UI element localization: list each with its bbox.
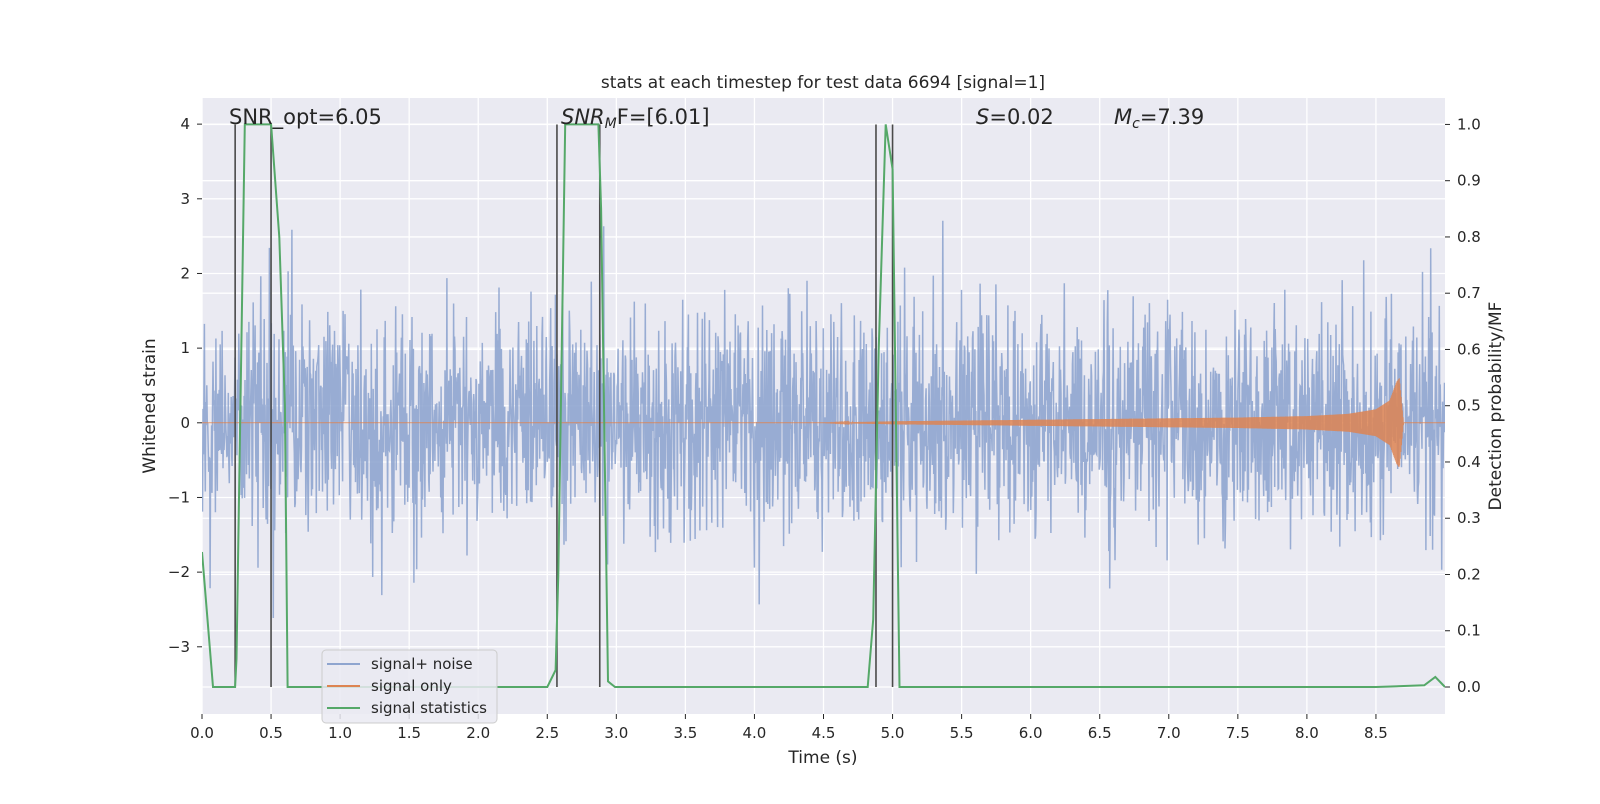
x-tick-label: 4.5 [812, 724, 836, 742]
snr-mf-italic: SNR [561, 105, 605, 129]
y-axis-label: Whitened strain [140, 338, 160, 473]
x-tick-label: 5.0 [881, 724, 905, 742]
x-tick-label: 7.5 [1226, 724, 1250, 742]
y2-tick-label: 0.2 [1457, 565, 1481, 583]
y2-tick-label: 0.4 [1457, 453, 1481, 471]
y2-tick-label: 0.5 [1457, 397, 1481, 415]
series-layer [202, 220, 1445, 619]
x-tick-label: 2.5 [535, 724, 559, 742]
x-tick-label: 3.0 [604, 724, 628, 742]
y-tick-label: 3 [180, 190, 190, 208]
snr-mf-rest: F=[6.01] [617, 105, 710, 129]
y2-axis-ticks: 1.0 0.9 0.8 0.7 0.6 0.5 0.4 0.3 0.2 0.1 0.0 [1445, 115, 1481, 696]
y-tick-label: 2 [180, 264, 190, 282]
mc-sub: c [1132, 116, 1140, 132]
s-value: =0.02 [989, 105, 1053, 129]
x-tick-label: 8.0 [1295, 724, 1319, 742]
signal-statistics-layer [202, 123, 1445, 688]
x-axis-label: Time (s) [787, 748, 857, 768]
y2-tick-label: 0.3 [1457, 509, 1481, 527]
x-tick-label: 0.5 [259, 724, 283, 742]
y-tick-label: 4 [180, 115, 190, 133]
x-tick-label: 1.5 [397, 724, 421, 742]
x-tick-label: 2.0 [466, 724, 490, 742]
chart-title: stats at each timestep for test data 669… [601, 73, 1045, 93]
x-tick-label: 7.0 [1157, 724, 1181, 742]
y2-tick-label: 1.0 [1457, 115, 1481, 133]
legend-box [321, 649, 498, 724]
legend-label-signal-statistics: signal statistics [371, 699, 487, 717]
mc-value: =7.39 [1140, 105, 1204, 129]
y-tick-label: 1 [180, 339, 190, 357]
y2-tick-label: 0.0 [1457, 678, 1481, 696]
y2-axis-label: Detection probability/MF [1486, 302, 1506, 511]
x-tick-label: 0.0 [190, 724, 214, 742]
y2-tick-label: 0.1 [1457, 622, 1481, 640]
y2-tick-label: 0.9 [1457, 172, 1481, 190]
x-tick-label: 8.5 [1364, 724, 1388, 742]
x-tick-label: 1.0 [328, 724, 352, 742]
x-tick-label: 5.5 [950, 724, 974, 742]
snr-mf-annotation: SNRMF=[6.01] [561, 105, 710, 132]
s-var: S [976, 105, 989, 129]
x-tick-label: 3.5 [673, 724, 697, 742]
legend-label-signal-only: signal only [371, 677, 452, 695]
series-signal-only [202, 378, 1445, 468]
y-tick-label: −3 [168, 638, 190, 656]
snr-opt-annotation: SNR_opt=6.05 [229, 105, 382, 130]
mc-var: M [1114, 105, 1132, 129]
series-signal-statistics [202, 123, 1445, 688]
y-axis-ticks: 4 3 2 1 0 −1 −2 −3 [168, 115, 202, 656]
x-tick-label: 4.0 [743, 724, 767, 742]
series-signal-noise [202, 220, 1445, 619]
s-annotation: S=0.02 [976, 105, 1054, 129]
y2-tick-label: 0.8 [1457, 228, 1481, 246]
x-tick-label: 6.0 [1019, 724, 1043, 742]
legend: signal+ noise signal only signal statist… [321, 649, 498, 724]
y-tick-label: −2 [168, 563, 190, 581]
snr-mf-sub: M [605, 116, 617, 132]
y-tick-label: 0 [180, 414, 190, 432]
mc-annotation: Mc=7.39 [1114, 105, 1204, 132]
x-axis-ticks: 0.0 0.5 1.0 1.5 2.0 2.5 3.0 3.5 4.0 4.5 5.0 5.5 6.0 6… [190, 714, 1388, 742]
x-tick-label: 6.5 [1088, 724, 1112, 742]
y-tick-label: −1 [168, 488, 190, 506]
legend-label-signal-noise: signal+ noise [371, 655, 473, 673]
y2-tick-label: 0.7 [1457, 284, 1481, 302]
y2-tick-label: 0.6 [1457, 340, 1481, 358]
